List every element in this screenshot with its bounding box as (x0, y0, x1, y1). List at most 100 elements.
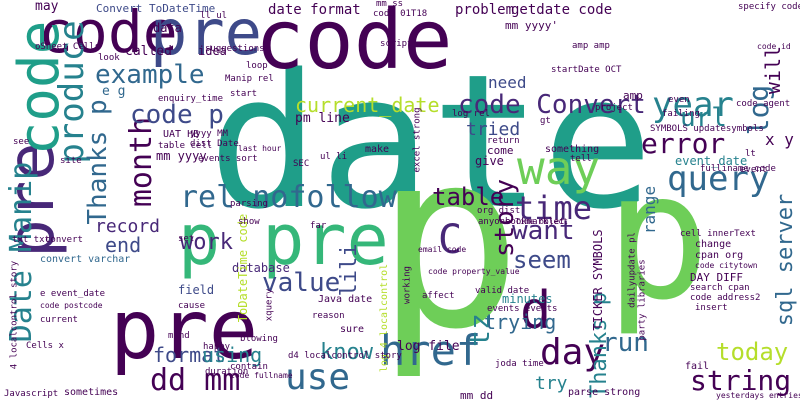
cloud-word-may: may (35, 0, 59, 14)
cloud-word-startdate-oct: startDate OCT (551, 65, 622, 75)
cloud-word-p-pre: p pre (178, 199, 389, 281)
cloud-word-code-01t18: code 01T18 (373, 9, 428, 19)
cloud-word-code-convert: code Convert (458, 90, 646, 120)
cloud-word-day: day (540, 332, 606, 373)
cloud-word-p-center: p (605, 136, 711, 339)
cloud-word-symbols-updatesymbols: SYMBOLS updatesymbols (650, 124, 764, 134)
cloud-word-javascript: Javascript (4, 389, 59, 399)
cloud-word-d4-localcontrol-story: d4 localcontrol story (288, 351, 402, 361)
cloud-word-idea: idea (198, 44, 227, 58)
cloud-word-code-top: code (38, 0, 178, 66)
cloud-word-code-citytown: code citytown (695, 261, 758, 270)
cloud-word-dd-mm: dd mm (150, 363, 241, 398)
cloud-word-cells-x: Cells x (26, 341, 64, 351)
cloud-word-run: run (602, 328, 649, 358)
cloud-word-use: use (285, 357, 351, 398)
cloud-word-code-id: code id (757, 42, 791, 51)
cloud-word-query: query (667, 159, 770, 199)
cloud-word-minutes: minutes (502, 292, 553, 306)
cloud-word-last-hour: last hour (238, 144, 282, 153)
cloud-word-dailyupdate-pl: dailyupdate pl (627, 232, 638, 308)
cloud-word-problem: problem (455, 2, 515, 18)
cloud-word-reason: reason (312, 311, 345, 321)
cloud-word-cell-innertext: cell innerText (680, 229, 756, 239)
cloud-word-current: current (40, 315, 78, 325)
cloud-word-code-postcode: code postcode (40, 301, 103, 310)
cloud-word-return: return (487, 136, 520, 146)
cloud-word-failing: failing (662, 109, 700, 119)
cloud-word-party-libraries: party libraries (637, 259, 648, 341)
cloud-word-search-cpan: search cpan (690, 283, 750, 293)
cloud-word-code-address2: code address2 (690, 293, 761, 303)
cloud-word-mind: mind (168, 331, 190, 341)
cloud-word-seem: seem (513, 246, 571, 274)
cloud-word-work: work (180, 230, 233, 255)
cloud-word-d: d (520, 281, 552, 341)
cloud-word-table-cell: table cell (158, 141, 213, 151)
cloud-word-called: called (125, 44, 172, 59)
cloud-word-even: even (668, 95, 690, 105)
cloud-word-loop: loop (246, 61, 268, 71)
cloud-word-email-code: email code (418, 245, 467, 254)
cloud-word-mm-ss: mm ss (376, 0, 404, 9)
cloud-word-error: error (641, 127, 726, 160)
cloud-word-cause: cause (178, 301, 206, 311)
cloud-word-will: will (761, 45, 785, 95)
cloud-word-script: script (380, 39, 413, 49)
cloud-word-table: table (432, 183, 505, 211)
cloud-word-want: want (512, 216, 575, 246)
cloud-word-e-event-date: e event_date (40, 289, 106, 299)
cloud-word-mm-dd: mm dd (460, 389, 494, 400)
cloud-word-uat-hb: UAT HB (163, 129, 200, 140)
cloud-word-example: example (95, 60, 205, 90)
cloud-word-org-dist: org dist (477, 206, 521, 216)
cloud-word-way: way (517, 141, 601, 195)
cloud-word-something: something (545, 144, 600, 155)
cloud-word-valid-date: valid date (475, 286, 530, 296)
cloud-word-fulliname-code: fulliname code (700, 164, 776, 174)
cloud-word-lili: lili (337, 243, 362, 297)
cloud-word-date-format: date format (268, 2, 361, 18)
cloud-word-affect: affect (422, 291, 455, 301)
cloud-word-pre-top: pre (150, 0, 262, 69)
cloud-word-code-fullname: code fullname (230, 371, 293, 380)
cloud-word-events-sort: events sort (198, 154, 258, 164)
cloud-word-tried: tried (466, 119, 521, 140)
cloud-word-java-date: Java date (318, 294, 373, 305)
cloud-word-log-file: log file (397, 339, 460, 354)
cloud-word-range: range (640, 185, 659, 235)
cloud-word-trying: trying (484, 310, 557, 334)
cloud-word-pm-line: pm line (295, 111, 350, 126)
cloud-word-sec: SEC (293, 159, 310, 169)
cloud-word-start: start (230, 89, 258, 99)
cloud-word-sql-server: sql server (773, 193, 798, 327)
cloud-word-time-object: Time object (515, 217, 568, 226)
cloud-word-p-large: p (375, 98, 523, 383)
cloud-word-lt: lt (745, 149, 756, 159)
cloud-word-look: look (98, 53, 120, 63)
cloud-word-mm-yyyy-quote: mm yyyy' (505, 19, 558, 32)
cloud-word-txt-txt: txt txt (12, 235, 50, 245)
cloud-word-amp: amp (623, 89, 643, 102)
cloud-word-know: know (320, 340, 373, 365)
cloud-word-yesterdays-entries: yesterdays entries (716, 391, 800, 400)
cloud-word-manip-rel: Manip rel (225, 74, 274, 84)
cloud-word-working: working (402, 266, 413, 304)
cloud-word-day-diff: DAY DIFF (690, 271, 743, 284)
cloud-word-e-g: e g (102, 84, 126, 99)
cloud-word-getdate-code: getdate code (511, 2, 613, 18)
cloud-word-pre-mid: pre (110, 283, 259, 378)
cloud-word-string: string (690, 364, 792, 397)
cloud-word-blowing: blowing (240, 334, 278, 344)
cloud-word-code-property-value: code property_value (428, 267, 520, 276)
cloud-word-convert-varchar: convert varchar (40, 254, 131, 265)
cloud-word-end: end (105, 233, 142, 257)
cloud-word-make: make (365, 144, 390, 155)
cloud-word-fail: fail (685, 361, 710, 372)
cloud-word-enquiry-time: enquiry_time (158, 94, 224, 104)
cloud-word-amp-amp: amp amp (572, 41, 610, 51)
cloud-word-come: come (487, 144, 514, 157)
cloud-word-year: year (652, 85, 734, 125)
cloud-word-yyyy-mm: yyyy MM (190, 129, 228, 139)
cloud-word-format: format (153, 343, 226, 367)
